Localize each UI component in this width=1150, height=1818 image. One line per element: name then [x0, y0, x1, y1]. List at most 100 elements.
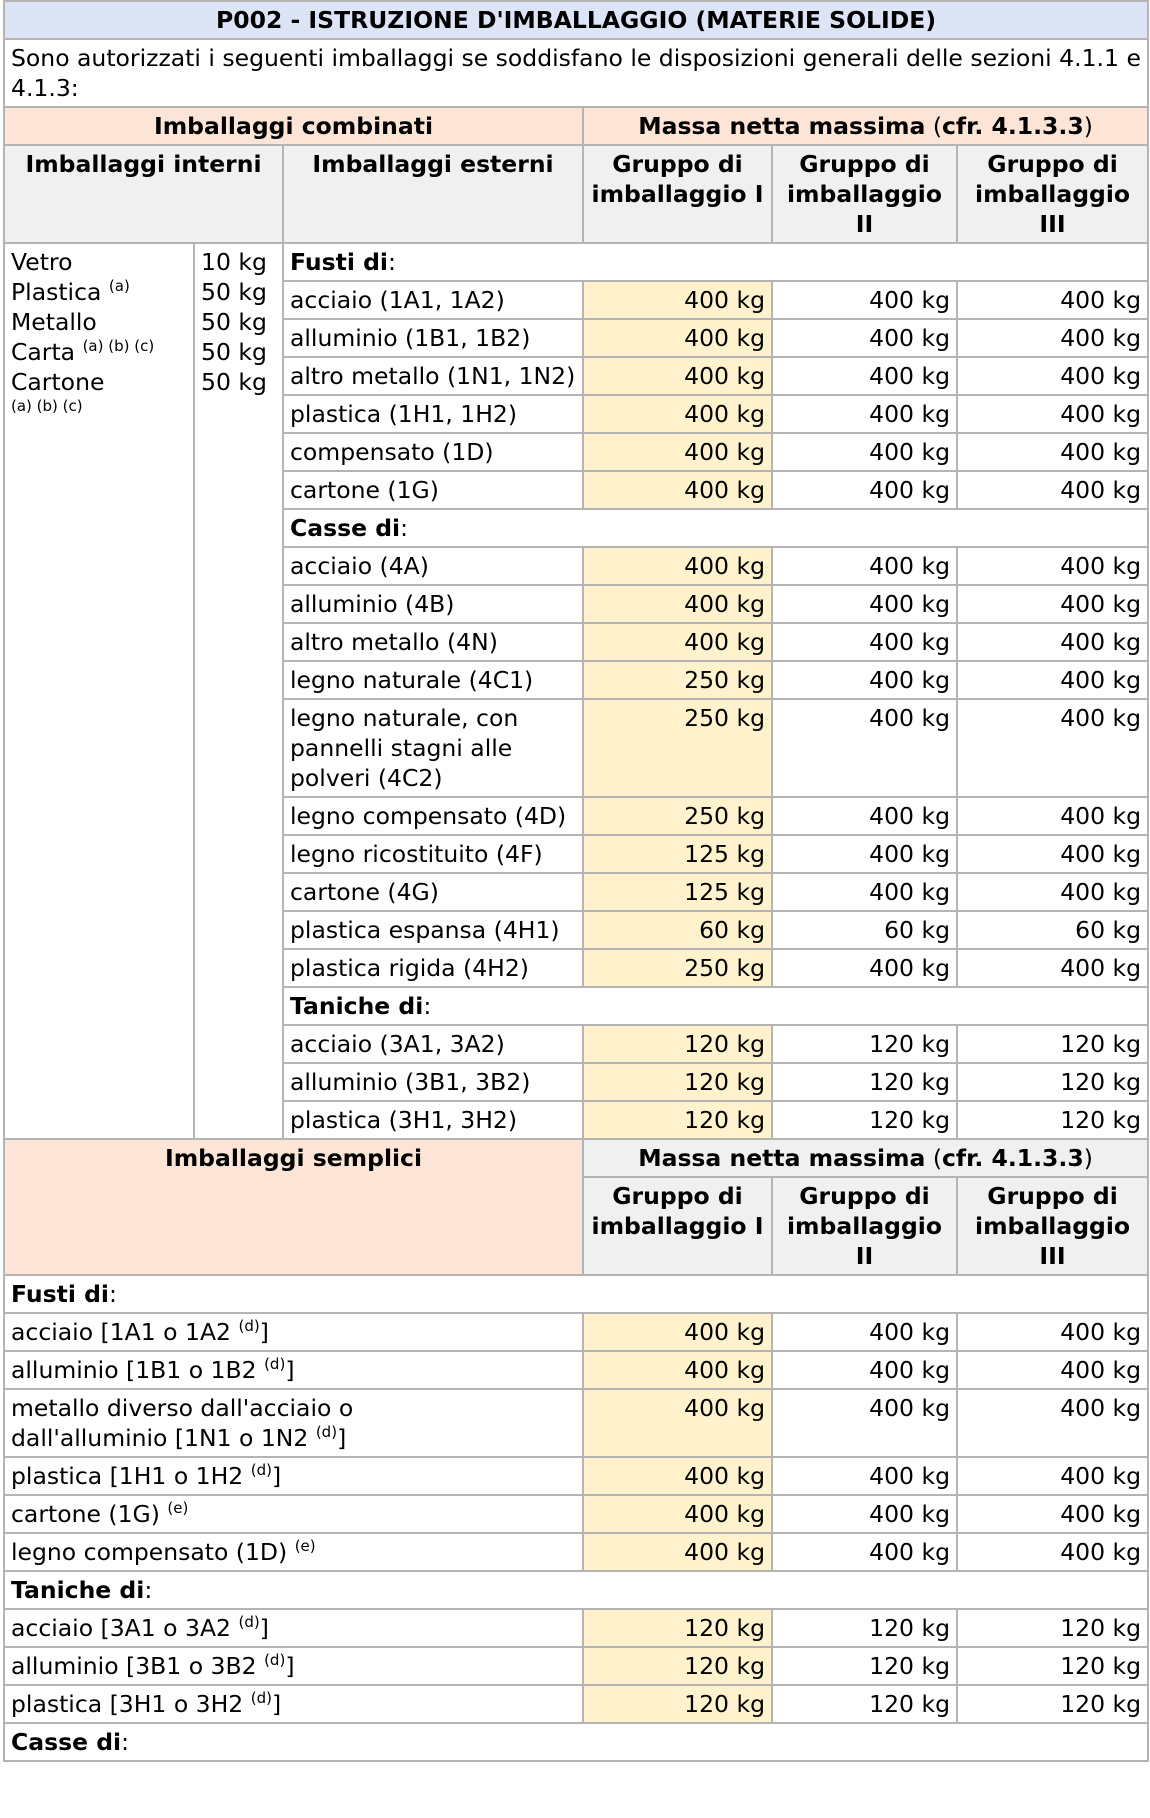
single-packaging-name: acciaio [3A1 o 3A2 (d)]: [3, 1608, 584, 1648]
outer-packaging-name: compensato (1D): [282, 432, 584, 472]
mass-value-group-2: 400 kg: [771, 546, 958, 586]
section-row: Vetro Plastica (a) Metallo Carta (a) (b) (c…: [3, 242, 1150, 1140]
single-mass-value-group-2: 400 kg: [771, 1532, 958, 1572]
single-mass-value-group-2: 120 kg: [771, 1608, 958, 1648]
single-packaging-name: acciaio [1A1 o 1A2 (d)]: [3, 1312, 584, 1352]
mass-value-group-1: 400 kg: [582, 356, 773, 396]
outer-packaging-name: cartone (1G): [282, 470, 584, 510]
table-row: cartone (1G) (e) 400 kg 400 kg 400 kg: [3, 1494, 1150, 1534]
single-section-row: Taniche di:: [2, 1570, 1150, 1610]
table-row: plastica espansa (4H1) 60 kg 60 kg 60 kg: [4, 910, 1150, 950]
table-row: plastica (3H1, 3H2) 120 kg 120 kg 120 kg: [4, 1100, 1150, 1140]
single-section-label: Fusti di:: [2, 1274, 1150, 1314]
inner-item: Cartone (a) (b) (c): [11, 367, 187, 415]
single-mass-value-group-2: 400 kg: [771, 1494, 958, 1534]
table-row: metallo diverso dall'acciaio o dall'allu…: [3, 1388, 1150, 1458]
single-packaging-name: metallo diverso dall'acciaio o dall'allu…: [3, 1388, 584, 1458]
mass-value-group-3: 400 kg: [955, 280, 1150, 320]
mass-value-group-2: 400 kg: [771, 394, 958, 434]
single-section-label: Casse di:: [2, 1722, 1150, 1762]
outer-packaging-name: alluminio (4B): [282, 584, 584, 624]
outer-packaging-name: plastica rigida (4H2): [282, 948, 584, 988]
single-packaging-name-text: plastica [1H1 o 1H2: [11, 1462, 244, 1490]
table-row: plastica [3H1 o 3H2 (d)] 120 kg 120 kg 120 …: [3, 1684, 1150, 1724]
group-3-header: Gruppo di imballaggio III: [955, 144, 1150, 244]
outer-packaging-name: acciaio (3A1, 3A2): [282, 1024, 584, 1064]
inner-item-note: (a) (b) (c): [11, 397, 83, 415]
single-mass-value-group-3: 120 kg: [955, 1608, 1150, 1648]
single-packaging-name-text: acciaio [1A1 o 1A2: [11, 1318, 231, 1346]
section-label-text: Fusti di: [290, 248, 388, 276]
inner-item-mass: 50 kg: [201, 278, 267, 306]
inner-item: Carta (a) (b) (c): [11, 337, 187, 367]
table-row: alluminio (3B1, 3B2) 120 kg 120 kg 120 kg: [4, 1062, 1150, 1102]
single-mass-value-group-1: 400 kg: [582, 1456, 773, 1496]
single-mass-value-group-3: 120 kg: [955, 1646, 1150, 1686]
outer-packaging-name: legno compensato (4D): [282, 796, 584, 836]
single-mass-value-group-1: 400 kg: [582, 1350, 773, 1390]
mass-value-group-1: 120 kg: [582, 1100, 773, 1140]
single-mass-value-group-2: 400 kg: [771, 1456, 958, 1496]
mass-value-group-2: 400 kg: [771, 796, 958, 836]
outer-packaging-name: legno naturale, con pannelli stagni alle…: [282, 698, 584, 798]
single-mass-ref: cfr. 4.1.3.3: [942, 1144, 1084, 1172]
single-packaging-close: ]: [285, 1356, 295, 1384]
single-mass-value-group-2: 400 kg: [771, 1350, 958, 1390]
mass-value-group-2: 400 kg: [771, 470, 958, 510]
table-row: acciaio (4A) 400 kg 400 kg 400 kg: [4, 546, 1150, 586]
single-packaging-note: (d): [250, 1689, 272, 1707]
outer-packaging-header: Imballaggi esterni: [282, 144, 584, 244]
mass-value-group-1: 250 kg: [582, 660, 773, 700]
inner-packaging-header: Imballaggi interni: [3, 144, 284, 244]
mass-value-group-3: 120 kg: [955, 1100, 1150, 1140]
single-group-3-header: Gruppo di imballaggio III: [955, 1176, 1150, 1276]
mass-value-group-2: 400 kg: [771, 280, 958, 320]
single-mass-value-group-2: 400 kg: [771, 1388, 958, 1458]
mass-value-group-2: 400 kg: [771, 356, 958, 396]
single-mass-value-group-1: 400 kg: [582, 1532, 773, 1572]
mass-value-group-3: 400 kg: [955, 584, 1150, 624]
table-title: P002 - ISTRUZIONE D'IMBALLAGGIO (MATERIE…: [2, 0, 1150, 40]
intro-text: Sono autorizzati i seguenti imballaggi s…: [2, 38, 1150, 108]
single-group-1-header: Gruppo di imballaggio I: [582, 1176, 773, 1276]
packing-instruction-table: P002 - ISTRUZIONE D'IMBALLAGGIO (MATERIE…: [2, 0, 1150, 1762]
mass-value-group-1: 60 kg: [582, 910, 773, 950]
single-packaging-note: (d): [238, 1613, 260, 1631]
mass-value-group-2: 120 kg: [771, 1024, 958, 1064]
mass-value-group-1: 400 kg: [582, 546, 773, 586]
table-row: plastica (1H1, 1H2) 400 kg 400 kg 400 kg: [4, 394, 1150, 434]
single-mass-value-group-2: 400 kg: [771, 1312, 958, 1352]
single-section-label-text: Casse di: [11, 1728, 122, 1756]
outer-packaging-name: legno ricostituito (4F): [282, 834, 584, 874]
table-row: plastica [1H1 o 1H2 (d)] 400 kg 400 kg 400 …: [3, 1456, 1150, 1496]
section-label-text: Taniche di: [290, 992, 424, 1020]
outer-packaging-name: legno naturale (4C1): [282, 660, 584, 700]
mass-value-group-3: 400 kg: [955, 872, 1150, 912]
table-row: legno compensato (4D) 250 kg 400 kg 400 kg: [4, 796, 1150, 836]
outer-packaging-name: altro metallo (1N1, 1N2): [282, 356, 584, 396]
inner-item-name: Metallo: [11, 308, 97, 336]
section-row: Taniche di:: [4, 986, 1150, 1026]
mass-value-group-3: 400 kg: [955, 318, 1150, 358]
table-row: acciaio (1A1, 1A2) 400 kg 400 kg 400 kg: [4, 280, 1150, 320]
single-packaging-note: (e): [294, 1537, 316, 1555]
mass-value-group-1: 400 kg: [582, 280, 773, 320]
single-group-2-header: Gruppo di imballaggio II: [771, 1176, 958, 1276]
mass-value-group-1: 250 kg: [582, 948, 773, 988]
mass-value-group-1: 125 kg: [582, 872, 773, 912]
single-mass-value-group-3: 400 kg: [955, 1312, 1150, 1352]
combined-header: Imballaggi combinati: [3, 106, 584, 146]
single-packaging-close: ]: [337, 1424, 347, 1452]
combined-mass-header: Massa netta massima (cfr. 4.1.3.3): [581, 106, 1150, 146]
mass-value-group-3: 400 kg: [955, 948, 1150, 988]
mass-value-group-1: 400 kg: [582, 432, 773, 472]
inner-item-name: Cartone: [11, 368, 105, 396]
single-group-label: Gruppo di imballaggio III: [975, 1182, 1131, 1270]
mass-value-group-2: 400 kg: [771, 834, 958, 874]
single-packaging-close: ]: [259, 1614, 269, 1642]
table-row: altro metallo (4N) 400 kg 400 kg 400 kg: [4, 622, 1150, 662]
single-packaging-name-text: alluminio [3B1 o 3B2: [11, 1652, 257, 1680]
inner-item: Metallo: [11, 307, 187, 337]
table-row: alluminio (1B1, 1B2) 400 kg 400 kg 400 kg: [4, 318, 1150, 358]
single-packaging-note: (d): [238, 1317, 260, 1335]
